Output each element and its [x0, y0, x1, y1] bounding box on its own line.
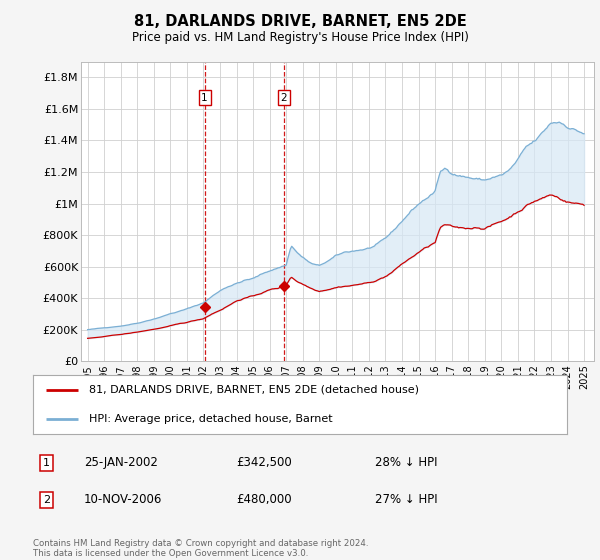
Text: £480,000: £480,000 [236, 493, 292, 506]
Text: 81, DARLANDS DRIVE, BARNET, EN5 2DE (detached house): 81, DARLANDS DRIVE, BARNET, EN5 2DE (det… [89, 385, 419, 395]
Text: 10-NOV-2006: 10-NOV-2006 [84, 493, 162, 506]
Text: 2: 2 [281, 93, 287, 103]
Text: 81, DARLANDS DRIVE, BARNET, EN5 2DE: 81, DARLANDS DRIVE, BARNET, EN5 2DE [134, 14, 466, 29]
Text: Contains HM Land Registry data © Crown copyright and database right 2024.
This d: Contains HM Land Registry data © Crown c… [33, 539, 368, 558]
Text: 1: 1 [202, 93, 208, 103]
Text: 25-JAN-2002: 25-JAN-2002 [84, 456, 158, 469]
Text: 27% ↓ HPI: 27% ↓ HPI [375, 493, 437, 506]
Text: 2: 2 [43, 494, 50, 505]
Text: HPI: Average price, detached house, Barnet: HPI: Average price, detached house, Barn… [89, 414, 332, 424]
Text: £342,500: £342,500 [236, 456, 292, 469]
Text: 28% ↓ HPI: 28% ↓ HPI [375, 456, 437, 469]
Text: Price paid vs. HM Land Registry's House Price Index (HPI): Price paid vs. HM Land Registry's House … [131, 31, 469, 44]
Text: 1: 1 [43, 458, 50, 468]
